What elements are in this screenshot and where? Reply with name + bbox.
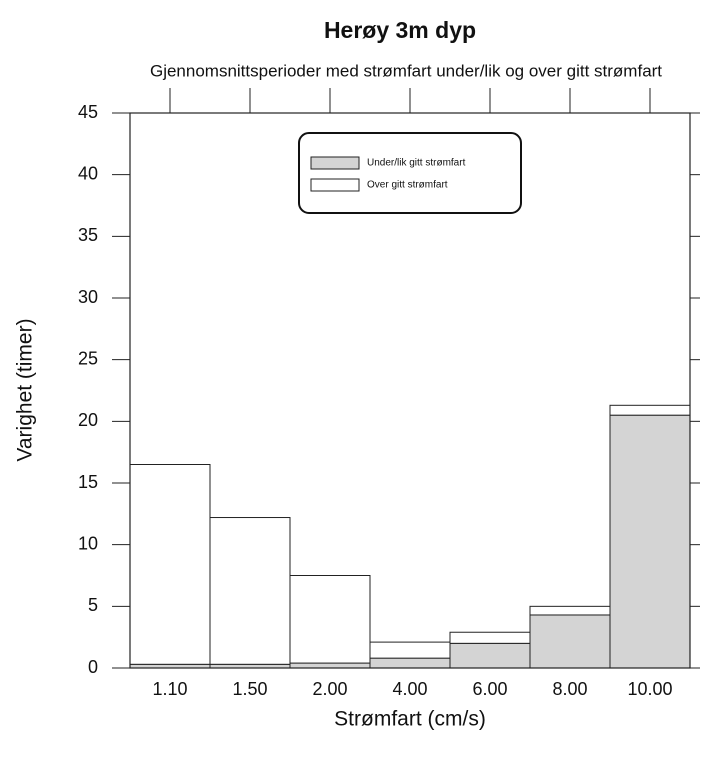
x-tick-label: 2.00 [312, 679, 347, 699]
chart-title: Herøy 3m dyp [324, 17, 476, 43]
y-tick-label: 25 [78, 348, 98, 368]
y-tick-label: 40 [78, 163, 98, 183]
bar-segment [369, 657, 451, 669]
chart-subtitle: Gjennomsnittsperioder med strømfart unde… [150, 61, 662, 80]
bar-segment [449, 631, 531, 644]
x-tick-label: 8.00 [552, 679, 587, 699]
legend-label: Over gitt strømfart [367, 180, 448, 191]
bar-segment [129, 464, 211, 665]
x-tick-label: 1.50 [232, 679, 267, 699]
y-tick-label: 0 [88, 657, 98, 677]
legend-label: Under/lik gitt strømfart [367, 158, 466, 169]
y-tick-label: 20 [78, 410, 98, 430]
y-tick-label: 45 [78, 102, 98, 122]
y-tick-label: 15 [78, 472, 98, 492]
bar-segment [609, 404, 691, 416]
y-tick-label: 30 [78, 287, 98, 307]
x-tick-label: 6.00 [472, 679, 507, 699]
legend-swatch [310, 156, 360, 170]
bar-segment [609, 414, 691, 669]
y-tick-label: 10 [78, 533, 98, 553]
bar-segment [289, 575, 371, 664]
bar-segment [529, 614, 611, 669]
legend-box [298, 132, 522, 214]
x-tick-label: 10.00 [627, 679, 672, 699]
y-axis-label: Varighet (timer) [14, 318, 37, 461]
bar-segment [449, 642, 531, 669]
y-tick-label: 35 [78, 225, 98, 245]
x-tick-label: 4.00 [392, 679, 427, 699]
legend-swatch [310, 178, 360, 192]
bar-segment [289, 662, 371, 669]
bar-segment [209, 517, 291, 665]
bar-segment [529, 605, 611, 616]
x-axis-label: Strømfart (cm/s) [334, 708, 486, 731]
bar-segment [369, 641, 451, 659]
x-tick-label: 1.10 [152, 679, 187, 699]
y-tick-label: 5 [88, 595, 98, 615]
